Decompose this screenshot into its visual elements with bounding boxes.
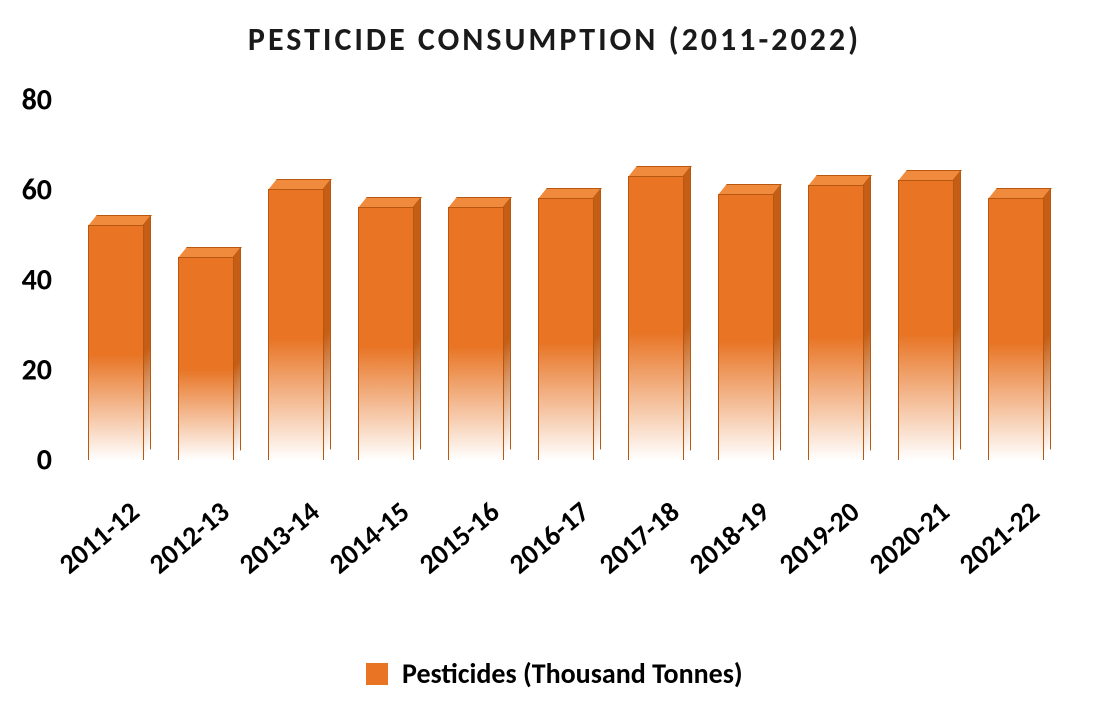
bar-front-face — [268, 189, 324, 460]
bar-front-face — [988, 198, 1044, 460]
bar — [88, 226, 142, 460]
bar-front-face — [358, 207, 414, 460]
y-tick-label: 60 — [0, 172, 52, 209]
bar — [358, 208, 412, 460]
bar — [718, 195, 772, 461]
bar — [538, 199, 592, 460]
bar-front-face — [718, 194, 774, 461]
legend: Pesticides (Thousand Tonnes) — [0, 656, 1109, 691]
bar — [268, 190, 322, 460]
legend-swatch — [366, 663, 388, 685]
bar-front-face — [178, 257, 234, 461]
bar — [178, 258, 232, 461]
bar-front-face — [538, 198, 594, 460]
bar — [628, 177, 682, 461]
bar — [808, 186, 862, 461]
bar-front-face — [898, 180, 954, 460]
y-tick-label: 80 — [0, 82, 52, 119]
plot-area — [70, 100, 1070, 460]
bars-layer — [70, 100, 1070, 460]
chart-title: PESTICIDE CONSUMPTION (2011-2022) — [0, 20, 1109, 59]
bar — [988, 199, 1042, 460]
y-tick-label: 20 — [0, 352, 52, 389]
x-axis-labels: 2011-122012-132013-142014-152015-162016-… — [70, 470, 1070, 630]
bar — [898, 181, 952, 460]
bar-front-face — [628, 176, 684, 461]
legend-label: Pesticides (Thousand Tonnes) — [402, 656, 743, 691]
y-axis: 020406080 — [0, 100, 60, 460]
bar-front-face — [88, 225, 144, 460]
y-tick-label: 40 — [0, 262, 52, 299]
bar-front-face — [808, 185, 864, 461]
chart-container: PESTICIDE CONSUMPTION (2011-2022) 0 20 40 6… — [0, 0, 1109, 715]
bar — [448, 208, 502, 460]
bar-front-face — [448, 207, 504, 460]
y-tick-label: 0 — [0, 442, 52, 479]
